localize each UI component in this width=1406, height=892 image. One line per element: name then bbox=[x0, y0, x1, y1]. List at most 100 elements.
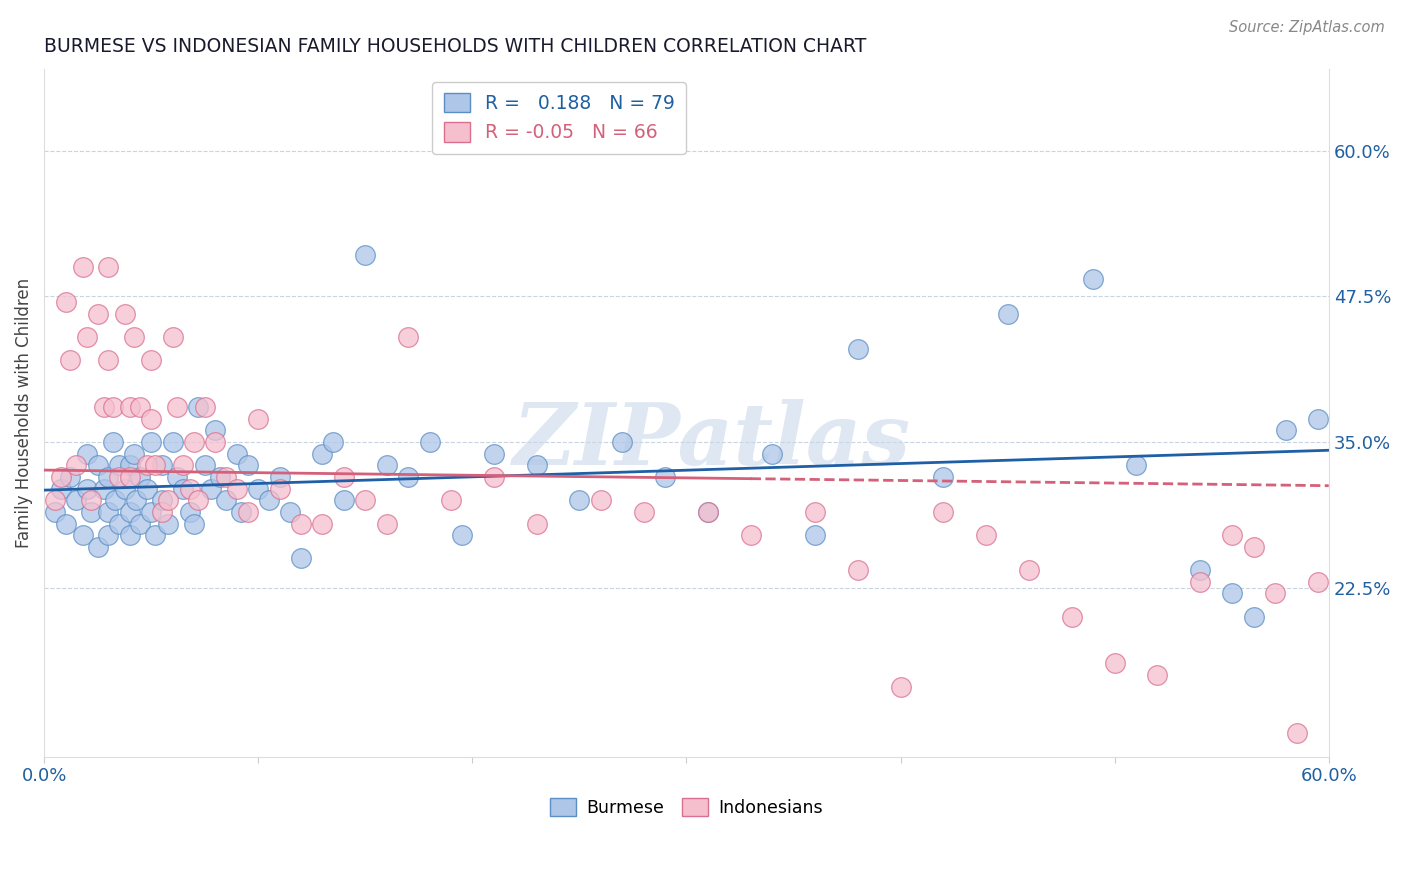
Point bbox=[1189, 574, 1212, 589]
Point bbox=[162, 330, 184, 344]
Point bbox=[236, 458, 259, 473]
Point bbox=[44, 493, 66, 508]
Y-axis label: Family Households with Children: Family Households with Children bbox=[15, 277, 32, 548]
Point bbox=[333, 470, 356, 484]
Point bbox=[65, 493, 87, 508]
Point bbox=[740, 528, 762, 542]
Point bbox=[526, 458, 548, 473]
Point bbox=[1189, 563, 1212, 577]
Legend: Burmese, Indonesians: Burmese, Indonesians bbox=[543, 791, 830, 823]
Point bbox=[247, 482, 270, 496]
Point bbox=[108, 516, 131, 531]
Point bbox=[97, 260, 120, 274]
Point bbox=[208, 470, 231, 484]
Point bbox=[1306, 411, 1329, 425]
Point bbox=[215, 493, 238, 508]
Point bbox=[118, 400, 141, 414]
Point bbox=[696, 505, 718, 519]
Point bbox=[278, 505, 301, 519]
Point bbox=[150, 493, 173, 508]
Point bbox=[76, 330, 98, 344]
Point bbox=[1285, 726, 1308, 740]
Point bbox=[482, 446, 505, 460]
Point bbox=[1243, 540, 1265, 554]
Point bbox=[108, 470, 131, 484]
Point bbox=[482, 470, 505, 484]
Point bbox=[129, 470, 152, 484]
Point bbox=[418, 434, 440, 449]
Point bbox=[150, 505, 173, 519]
Point bbox=[51, 470, 73, 484]
Point bbox=[375, 458, 398, 473]
Point bbox=[526, 516, 548, 531]
Point bbox=[194, 400, 217, 414]
Point bbox=[890, 680, 912, 694]
Point bbox=[450, 528, 472, 542]
Point bbox=[204, 423, 226, 437]
Point bbox=[80, 493, 103, 508]
Point bbox=[1222, 528, 1244, 542]
Point bbox=[114, 482, 136, 496]
Point bbox=[932, 505, 955, 519]
Point bbox=[932, 470, 955, 484]
Point bbox=[194, 458, 217, 473]
Point bbox=[114, 307, 136, 321]
Point bbox=[654, 470, 676, 484]
Point bbox=[86, 307, 108, 321]
Point bbox=[589, 493, 612, 508]
Point bbox=[93, 400, 115, 414]
Point bbox=[65, 458, 87, 473]
Point bbox=[125, 493, 148, 508]
Point bbox=[172, 458, 194, 473]
Point bbox=[86, 458, 108, 473]
Point bbox=[568, 493, 591, 508]
Point bbox=[804, 505, 827, 519]
Point bbox=[59, 470, 82, 484]
Point bbox=[179, 505, 201, 519]
Point bbox=[1146, 668, 1168, 682]
Point bbox=[118, 470, 141, 484]
Point bbox=[97, 528, 120, 542]
Point bbox=[55, 295, 77, 310]
Point bbox=[166, 400, 188, 414]
Point bbox=[247, 411, 270, 425]
Point bbox=[1275, 423, 1298, 437]
Point bbox=[141, 411, 163, 425]
Text: BURMESE VS INDONESIAN FAMILY HOUSEHOLDS WITH CHILDREN CORRELATION CHART: BURMESE VS INDONESIAN FAMILY HOUSEHOLDS … bbox=[44, 37, 866, 56]
Point bbox=[97, 470, 120, 484]
Text: ZIPatlas: ZIPatlas bbox=[513, 399, 911, 482]
Point bbox=[122, 446, 145, 460]
Point bbox=[236, 505, 259, 519]
Point bbox=[141, 353, 163, 368]
Point bbox=[97, 505, 120, 519]
Point bbox=[290, 551, 312, 566]
Point bbox=[333, 493, 356, 508]
Point bbox=[311, 446, 333, 460]
Point bbox=[1083, 272, 1105, 286]
Point bbox=[72, 260, 94, 274]
Point bbox=[145, 528, 167, 542]
Point bbox=[141, 434, 163, 449]
Point bbox=[200, 482, 222, 496]
Point bbox=[997, 307, 1019, 321]
Point bbox=[761, 446, 783, 460]
Point bbox=[135, 482, 157, 496]
Point bbox=[166, 470, 188, 484]
Point bbox=[76, 446, 98, 460]
Point bbox=[1222, 586, 1244, 600]
Point bbox=[440, 493, 463, 508]
Point bbox=[1104, 657, 1126, 671]
Point bbox=[72, 528, 94, 542]
Point bbox=[696, 505, 718, 519]
Point bbox=[633, 505, 655, 519]
Point bbox=[135, 458, 157, 473]
Point bbox=[118, 505, 141, 519]
Point bbox=[354, 493, 377, 508]
Point bbox=[1306, 574, 1329, 589]
Point bbox=[225, 482, 247, 496]
Point bbox=[129, 516, 152, 531]
Text: Source: ZipAtlas.com: Source: ZipAtlas.com bbox=[1229, 20, 1385, 35]
Point bbox=[846, 563, 869, 577]
Point bbox=[118, 528, 141, 542]
Point bbox=[51, 482, 73, 496]
